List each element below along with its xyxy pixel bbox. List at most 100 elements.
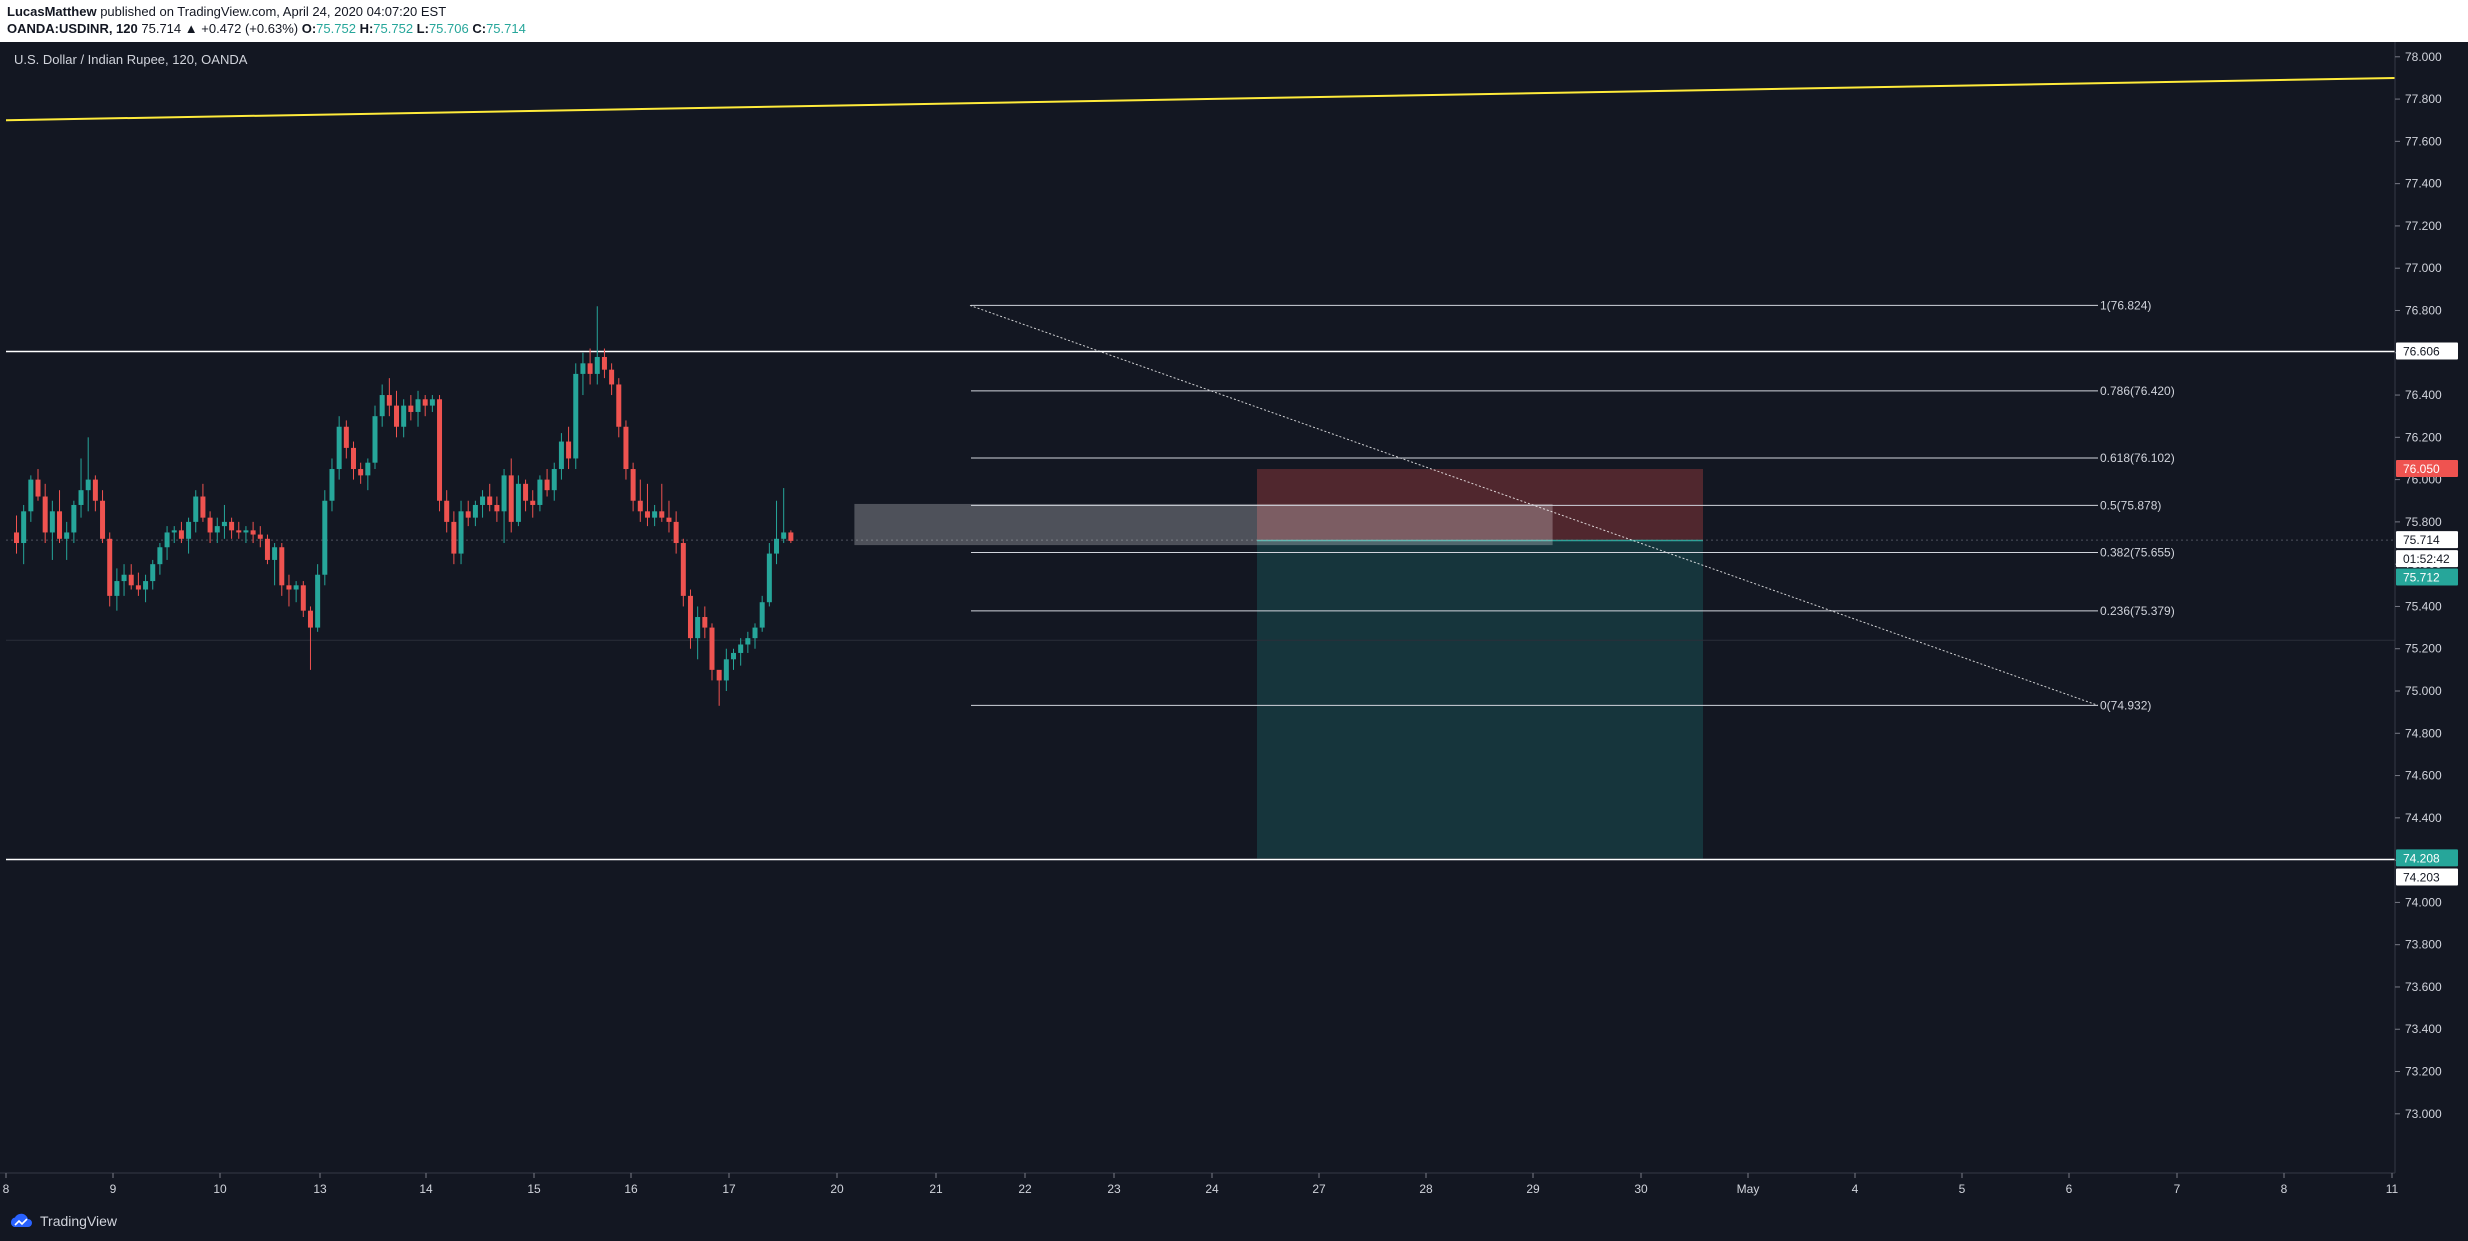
author-name[interactable]: LucasMatthew <box>7 4 97 19</box>
candle-body <box>444 500 450 522</box>
candle-body <box>107 538 113 596</box>
candle-body <box>350 447 356 470</box>
price-chart[interactable]: 1(76.824) 0.786(76.420) 0.618(76.102) 0.5(7… <box>0 42 2468 1203</box>
candle-body <box>609 369 615 385</box>
y-tick-label: 73.000 <box>2405 1107 2442 1121</box>
candle-body <box>42 496 48 533</box>
candle-body <box>616 384 622 427</box>
candle-body <box>150 564 156 582</box>
x-tick-label: 14 <box>419 1182 433 1196</box>
candle-body <box>494 504 500 512</box>
position-tool[interactable] <box>1257 469 1703 859</box>
candle-body <box>372 416 378 463</box>
price-axis[interactable]: 78.000 77.800 77.600 77.400 77.200 77.000 76.8… <box>2394 42 2468 1173</box>
candle-body <box>128 574 134 586</box>
candle-body <box>121 574 127 582</box>
candle-body <box>480 496 486 505</box>
candle-body <box>537 479 543 505</box>
candle-body <box>358 469 364 476</box>
x-tick-label: 20 <box>830 1182 844 1196</box>
fib-level-label: 0.382(75.655) <box>2100 546 2175 560</box>
ohlc-line: OANDA:USDINR, 120 75.714 ▲ +0.472 (+0.63… <box>7 21 526 36</box>
candle-body <box>515 483 521 522</box>
candle-body <box>487 496 493 505</box>
y-tick-label: 76.800 <box>2405 303 2442 317</box>
candle-body <box>315 574 321 628</box>
candle-body <box>394 405 400 427</box>
candle-body <box>329 469 335 501</box>
candle-body <box>78 490 84 505</box>
y-tick-label: 77.400 <box>2405 177 2442 191</box>
close-label: C: <box>472 21 487 36</box>
candle-body <box>601 356 607 370</box>
candle-body <box>64 532 70 539</box>
header-bar: LucasMatthew published on TradingView.co… <box>0 0 2468 42</box>
candle-body <box>250 530 256 535</box>
x-tick-label: 24 <box>1205 1182 1219 1196</box>
x-tick-label: 4 <box>1852 1182 1859 1196</box>
close-value: 75.714 <box>486 21 526 36</box>
open-label: O: <box>301 21 317 36</box>
tradingview-logo[interactable]: TradingView <box>8 1213 117 1229</box>
candle-body <box>530 500 536 505</box>
y-tick-label: 73.400 <box>2405 1022 2442 1036</box>
x-tick-label: 5 <box>1959 1182 1966 1196</box>
candle-body <box>343 426 349 448</box>
x-tick-label: 16 <box>624 1182 638 1196</box>
candle-body <box>415 399 421 412</box>
low-value: 75.706 <box>428 21 469 36</box>
candle-body <box>451 521 457 554</box>
time-axis[interactable]: 8 9 10 13 14 15 16 17 20 21 22 23 24 27 28 29 30 May 4 5 6 7 8… <box>0 1172 2399 1196</box>
candle-body <box>322 500 328 575</box>
x-tick-label: 21 <box>929 1182 943 1196</box>
candle-body <box>508 475 514 522</box>
price-axis-bg <box>2395 42 2468 1173</box>
candle-body <box>666 517 672 522</box>
y-tick-label: 75.000 <box>2405 684 2442 698</box>
candle-body <box>573 373 579 459</box>
fib-level-label: 0(74.932) <box>2100 698 2151 712</box>
candle-body <box>731 652 736 660</box>
candle-body <box>85 479 91 491</box>
trend-line <box>5 76 2396 122</box>
low-label: L: <box>416 21 429 36</box>
fib-retracement[interactable]: 1(76.824) 0.786(76.420) 0.618(76.102) 0.5(7… <box>971 298 2175 712</box>
candle-body <box>594 356 600 374</box>
candle-body <box>437 399 443 501</box>
cloud-icon <box>10 1213 33 1227</box>
y-tick-label: 78.000 <box>2405 50 2442 64</box>
candle-body <box>229 521 235 531</box>
fib-level-label: 0.5(75.878) <box>2100 498 2161 512</box>
candle-body <box>171 530 177 533</box>
fib-level-label: 0.618(76.102) <box>2100 451 2175 465</box>
candle-body <box>365 462 371 476</box>
y-tick-label: 77.800 <box>2405 92 2442 106</box>
y-tick-label: 73.800 <box>2405 938 2442 952</box>
candle-body <box>637 500 643 512</box>
candle-body <box>544 479 550 491</box>
price-tag-label: 74.203 <box>2403 870 2440 884</box>
y-tick-label: 73.600 <box>2405 980 2442 994</box>
candle-body <box>752 627 758 639</box>
candle-body <box>659 511 665 518</box>
x-tick-label: May <box>1737 1182 1760 1196</box>
candle-body <box>264 538 270 560</box>
y-tick-label: 77.600 <box>2405 134 2442 148</box>
symbol-name[interactable]: OANDA:USDINR, 120 <box>7 21 138 36</box>
x-tick-label: 10 <box>213 1182 227 1196</box>
y-tick-label: 75.400 <box>2405 599 2442 613</box>
candle-body <box>551 469 557 491</box>
zone-rectangle <box>854 503 1553 546</box>
price-tag <box>2396 849 2458 867</box>
footer-bar: TradingView <box>0 1203 2468 1241</box>
publish-line: LucasMatthew published on TradingView.co… <box>7 4 446 19</box>
candle-body <box>293 585 299 590</box>
x-tick-label: 23 <box>1107 1182 1121 1196</box>
stop-zone <box>1257 469 1703 541</box>
candle-body <box>21 511 27 544</box>
candles <box>14 306 794 706</box>
change-value: ▲ +0.472 (+0.63%) <box>184 21 299 36</box>
fib-level-label: 1(76.824) <box>2100 298 2151 312</box>
candle-body <box>143 581 149 590</box>
candle-body <box>566 441 572 459</box>
